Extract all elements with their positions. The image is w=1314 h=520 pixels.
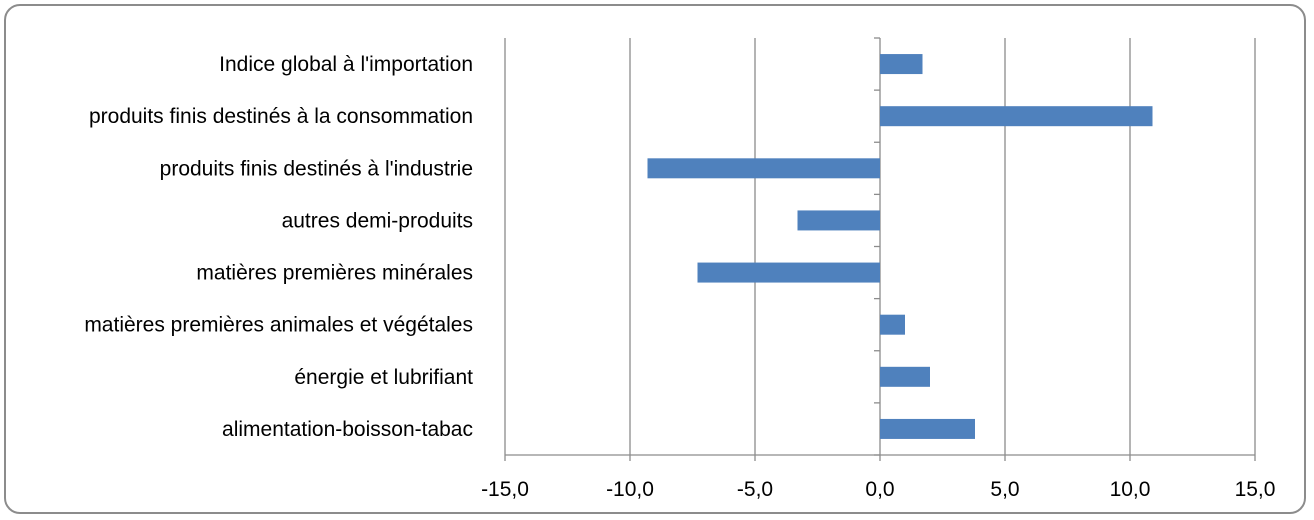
x-tick-label: -5,0 xyxy=(737,478,773,501)
category-label: alimentation-boisson-tabac xyxy=(222,418,473,441)
x-tick-label: 10,0 xyxy=(1110,478,1151,501)
x-tick-label: 15,0 xyxy=(1235,478,1276,501)
bar xyxy=(880,314,905,335)
category-label: matières premières minérales xyxy=(196,262,473,285)
bar xyxy=(797,210,880,231)
chart-frame xyxy=(4,4,1306,514)
category-label: énergie et lubrifiant xyxy=(294,366,473,389)
x-tick-label: -15,0 xyxy=(481,478,529,501)
category-label: produits finis destinés à l'industrie xyxy=(160,157,473,180)
category-labels: Indice global à l'importation produits fi… xyxy=(84,53,473,441)
category-label: autres demi-produits xyxy=(282,209,473,232)
x-tick-labels: -15,0 -10,0 -5,0 0,0 5,0 10,0 15,0 xyxy=(481,478,1275,501)
bars xyxy=(647,54,1153,439)
bar xyxy=(647,158,880,179)
bar xyxy=(697,262,880,283)
x-tick-label: -10,0 xyxy=(606,478,654,501)
bar xyxy=(880,106,1153,127)
x-tick-label: 0,0 xyxy=(865,478,894,501)
category-label: matières premières animales et végétales xyxy=(84,314,473,337)
category-label: produits finis destinés à la consommatio… xyxy=(89,105,473,128)
bar xyxy=(880,54,923,75)
bar xyxy=(880,366,930,387)
category-label: Indice global à l'importation xyxy=(219,53,473,76)
axes xyxy=(504,37,1256,461)
bar xyxy=(880,418,975,439)
x-tick-label: 5,0 xyxy=(990,478,1019,501)
